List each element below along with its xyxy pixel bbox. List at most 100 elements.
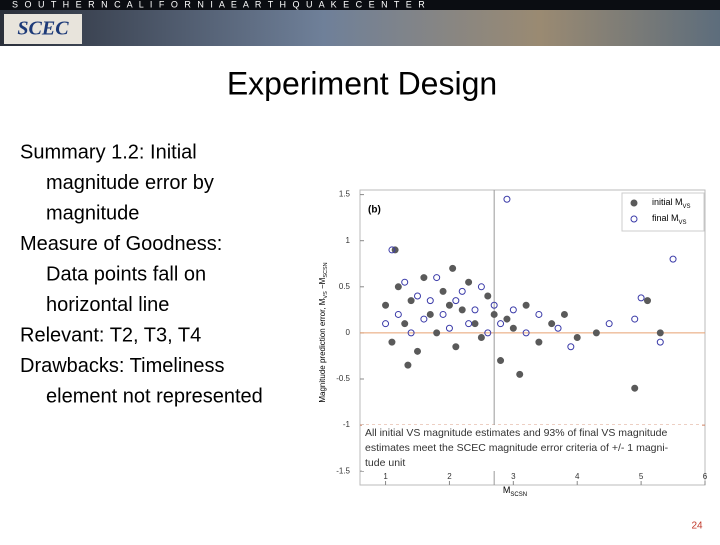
y-tick-label: -1 [343, 420, 351, 429]
point [382, 301, 390, 309]
point [439, 310, 447, 318]
bullet-line: horizontal line [46, 294, 169, 316]
banner-strip [0, 0, 720, 10]
slide-title: Experiment Design [227, 65, 497, 101]
point [535, 310, 543, 318]
x-tick-label: 4 [575, 472, 580, 481]
x-tick-label: 1 [383, 472, 388, 481]
x-tick-label: 5 [639, 472, 644, 481]
point [484, 329, 492, 337]
point [388, 338, 396, 346]
bullet-line: magnitude error by [46, 172, 214, 194]
point [503, 195, 511, 203]
y-tick-label: -1.5 [336, 466, 350, 475]
logo-box [4, 14, 82, 44]
point [465, 278, 473, 286]
point [605, 320, 613, 328]
legend-marker [630, 199, 638, 207]
bullet-line: element not represented [46, 385, 263, 407]
point [414, 292, 421, 300]
point [509, 306, 517, 314]
label-sub: VS [323, 291, 329, 299]
point [669, 255, 677, 263]
label-part: M [503, 485, 511, 495]
legend-sub: VS [679, 220, 687, 226]
point [509, 324, 517, 332]
y-tick-label: 0 [346, 328, 351, 337]
legend-label: initial MVS [652, 197, 691, 209]
logo: SCEC [17, 18, 69, 40]
annotation: tude unit [365, 457, 405, 469]
point [573, 334, 581, 341]
point [522, 329, 530, 337]
x-tick-label: 2 [447, 472, 452, 481]
annotation-bg [362, 425, 702, 471]
bullet-line: Data points fall on [46, 263, 206, 285]
point [388, 246, 396, 254]
point [554, 324, 562, 332]
point [644, 297, 651, 305]
point [445, 301, 453, 309]
y-axis-label: Magnitude prediction error, MVS −MSCSN [318, 262, 329, 402]
point [631, 315, 639, 323]
point [548, 320, 556, 328]
point [522, 301, 530, 309]
plot-frame [359, 189, 706, 486]
point [471, 320, 479, 328]
point [458, 287, 466, 295]
point [503, 315, 511, 323]
point [404, 361, 412, 369]
point [401, 320, 409, 328]
point [426, 310, 434, 318]
point [490, 301, 498, 309]
label-part: Magnitude prediction error, M [318, 298, 327, 402]
point [656, 329, 664, 337]
point [433, 274, 441, 282]
legend-sub: VS [683, 204, 691, 210]
label-sub: SCSN [510, 492, 527, 498]
label-sub: SCSN [323, 262, 329, 277]
legend-marker [630, 215, 638, 223]
point [490, 310, 498, 318]
point [535, 338, 543, 346]
annotation: All initial VS magnitude estimates and 9… [365, 427, 667, 439]
y-tick-label: 1 [346, 236, 351, 245]
panel-label: (b) [368, 205, 381, 216]
point [484, 292, 492, 300]
point [394, 283, 402, 291]
point [497, 357, 505, 365]
point [401, 278, 409, 286]
point [407, 297, 415, 305]
page-number: 24 [691, 521, 703, 532]
point [465, 320, 473, 328]
bullet-line: Summary 1.2: Initial [20, 141, 197, 163]
point [420, 315, 428, 323]
point [637, 294, 645, 302]
bullet-line: Measure of Goodness: [20, 233, 222, 255]
annotation: estimates meet the SCEC magnitude error … [365, 442, 669, 454]
x-axis-label: MSCSN [503, 485, 527, 497]
label-part: −M [318, 277, 327, 291]
banner-text: S O U T H E R N C A L I F O R N I A E A … [12, 0, 427, 9]
bullet-line: Drawbacks: Timeliness [20, 355, 225, 377]
x-tick-label: 6 [703, 472, 708, 481]
legend-name: initial M [652, 197, 683, 207]
point [567, 343, 575, 351]
legend-label: final MVS [652, 213, 687, 225]
legend-name: final M [652, 213, 679, 223]
bullet-line: Relevant: T2, T3, T4 [20, 324, 201, 346]
y-tick-label: 0.5 [339, 282, 351, 291]
point [516, 370, 524, 378]
point [452, 343, 460, 351]
point [497, 320, 505, 328]
point [477, 334, 485, 341]
bullet-line: magnitude [46, 202, 139, 224]
point [433, 329, 441, 337]
point [452, 297, 460, 305]
legend-box [621, 192, 705, 232]
point [458, 306, 466, 314]
point [656, 338, 664, 346]
point [414, 347, 421, 355]
